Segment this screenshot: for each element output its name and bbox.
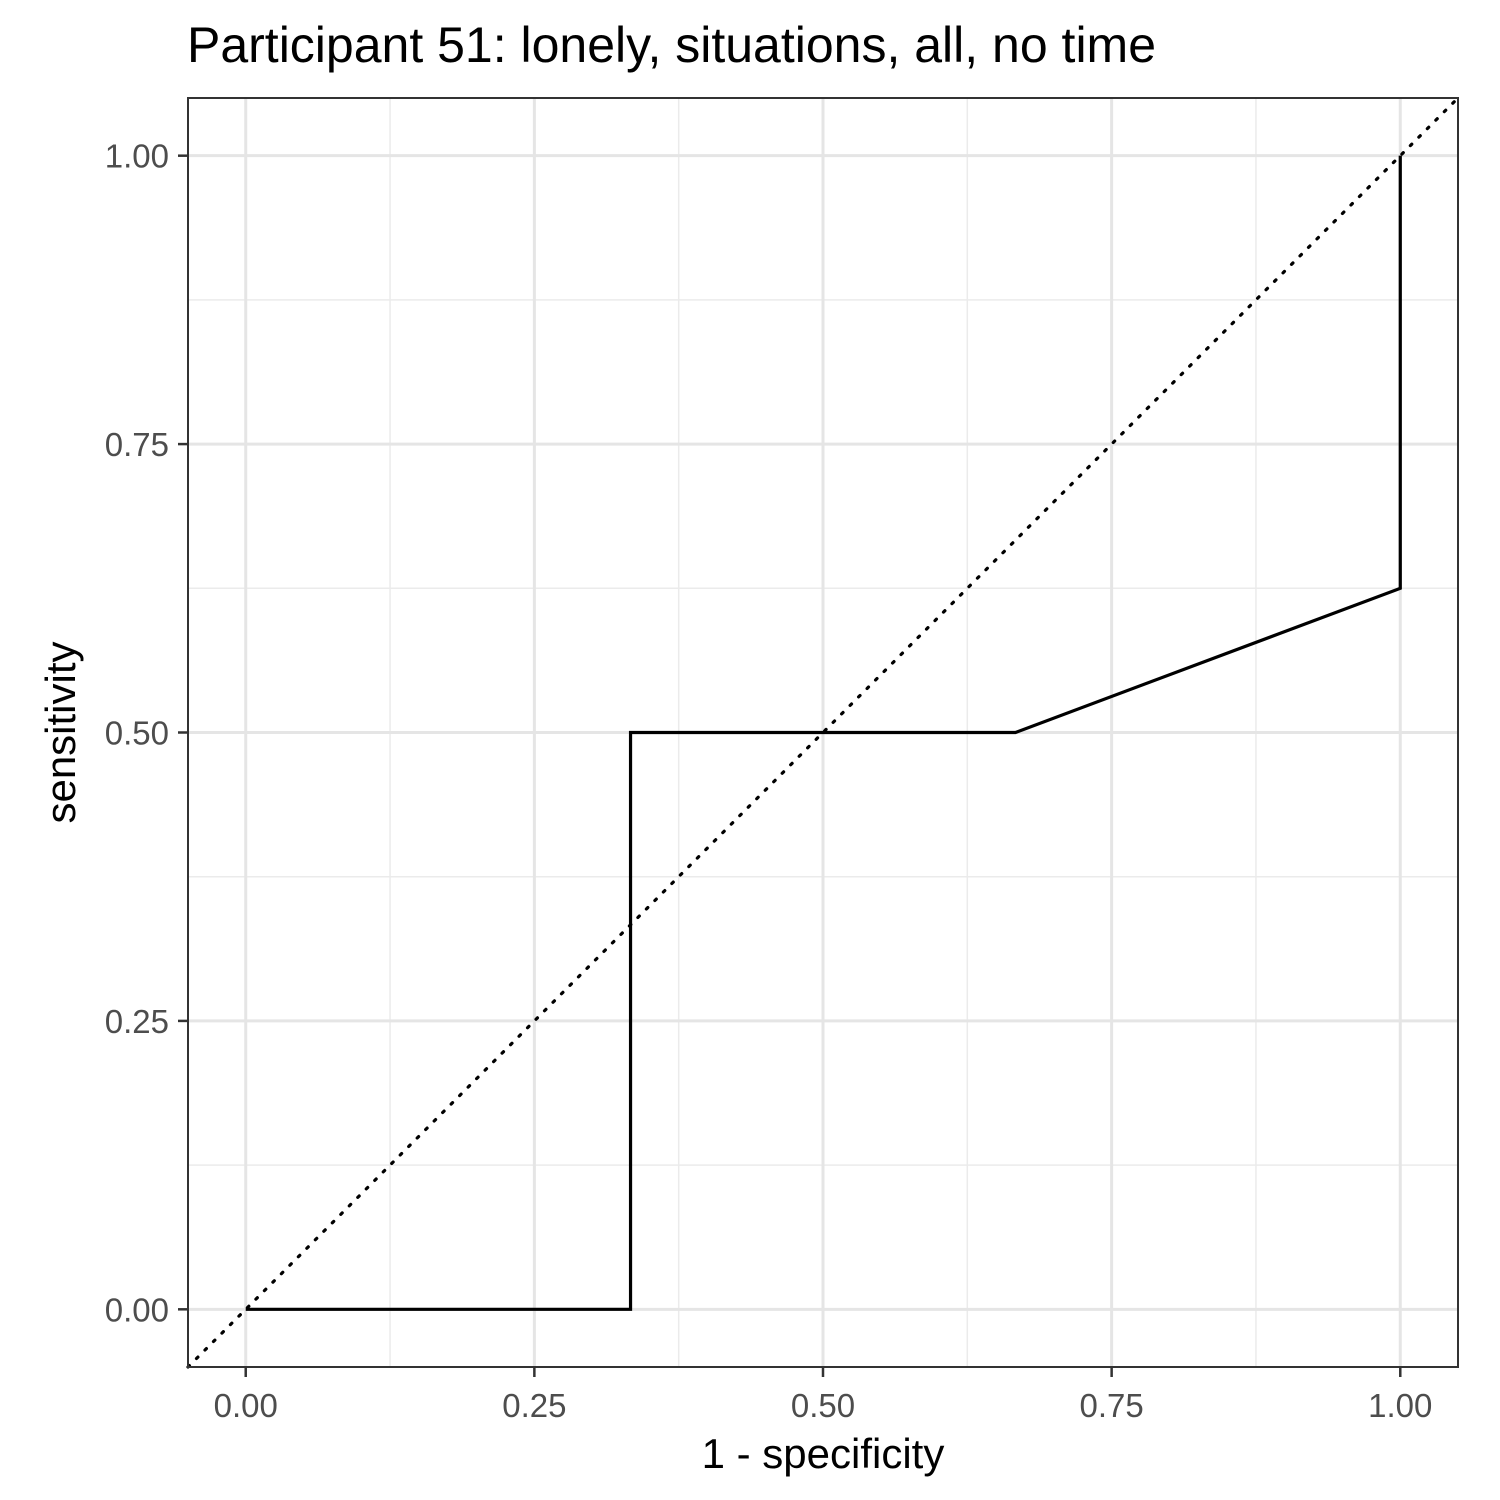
- axis-layer: 0.00 0.25 0.50 0.75 1.00 0.00 0.25 0.50 0.75 1.00: [105, 138, 1433, 1424]
- x-axis-label: 1 - specificity: [702, 1430, 945, 1477]
- y-tick-label: 0.50: [105, 715, 169, 752]
- y-tick-label: 0.00: [105, 1291, 169, 1328]
- roc-curve-line: [245, 155, 1402, 1311]
- y-tick-label: 1.00: [105, 138, 169, 175]
- y-tick-label: 0.75: [105, 426, 169, 463]
- x-tick-label: 0.75: [1080, 1387, 1144, 1424]
- x-tick-label: 1.00: [1368, 1387, 1432, 1424]
- x-tick-label: 0.50: [791, 1387, 855, 1424]
- grid-layer: [188, 98, 1458, 1367]
- y-axis-label: sensitivity: [37, 641, 84, 823]
- y-tick-label: 0.25: [105, 1003, 169, 1040]
- x-tick-label: 0.00: [214, 1387, 278, 1424]
- reference-diagonal-line: [186, 96, 1460, 1369]
- series-layer: [245, 155, 1402, 1311]
- x-tick-label: 0.25: [502, 1387, 566, 1424]
- chart-title: Participant 51: lonely, situations, all,…: [187, 17, 1156, 73]
- reference-layer: [186, 96, 1460, 1369]
